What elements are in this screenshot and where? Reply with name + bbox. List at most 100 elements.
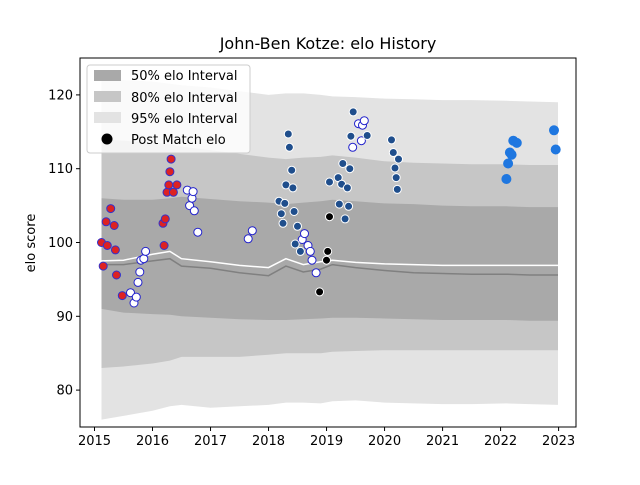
legend-swatch-95: [94, 112, 121, 123]
data-point-red-11: [159, 241, 169, 250]
data-point-white-17: [300, 229, 309, 239]
y-tick-label-100: 100: [48, 236, 73, 251]
data-point-white-21: [311, 268, 321, 278]
data-point-white-4: [135, 267, 145, 277]
legend-label-95: 95% elo Interval: [131, 112, 238, 127]
data-point-white-6: [139, 254, 149, 264]
data-point-white-14: [243, 234, 253, 244]
data-points: [97, 107, 561, 308]
data-point-navy-18: [340, 214, 350, 224]
legend-swatch-50: [94, 70, 121, 81]
data-point-navy-1: [276, 209, 286, 219]
data-point-white-3: [133, 277, 143, 287]
x-tick-label-2015: 2015: [78, 434, 111, 449]
x-tick-label-2019: 2019: [310, 434, 343, 449]
data-point-navy-20: [344, 201, 354, 211]
data-point-black-0: [315, 287, 325, 297]
legend: 50% elo Interval 80% elo Interval 95% el…: [86, 64, 251, 154]
data-point-red-1: [98, 261, 108, 271]
y-tick-label-90: 90: [56, 310, 73, 325]
y-axis-ticks: 80 90 100 110 120: [48, 88, 80, 399]
data-point-navy-15: [334, 199, 344, 209]
data-point-red-2: [101, 217, 111, 227]
data-point-white-19: [305, 246, 315, 256]
data-point-navy-30: [394, 154, 403, 164]
y-tick-label-120: 120: [48, 88, 73, 103]
x-tick-label-2023: 2023: [542, 434, 575, 449]
data-point-red-17: [172, 180, 182, 190]
data-point-navy-11: [293, 221, 302, 231]
data-point-navy-5: [283, 129, 293, 139]
x-tick-label-2021: 2021: [426, 434, 459, 449]
data-point-blue-6: [549, 125, 559, 136]
data-point-navy-3: [280, 198, 290, 208]
data-point-red-3: [102, 241, 112, 250]
legend-swatch-80: [94, 91, 121, 102]
data-point-navy-17: [338, 159, 348, 168]
data-point-navy-19: [342, 183, 352, 193]
data-point-blue-3: [506, 149, 517, 160]
data-point-red-6: [110, 245, 120, 255]
data-point-navy-10: [290, 239, 300, 249]
data-point-navy-23: [348, 107, 358, 117]
data-point-navy-26: [388, 148, 398, 157]
data-point-blue-5: [511, 137, 522, 148]
data-point-white-12: [189, 206, 199, 216]
x-tick-label-2022: 2022: [484, 434, 517, 449]
data-point-white-2: [131, 292, 141, 302]
data-point-red-8: [117, 291, 127, 301]
data-point-white-26: [356, 136, 366, 146]
x-tick-label-2016: 2016: [136, 434, 169, 449]
legend-label-post-match: Post Match elo: [131, 133, 226, 148]
data-point-navy-21: [345, 164, 355, 174]
data-point-white-25: [359, 116, 369, 126]
legend-label-80: 80% elo Interval: [131, 91, 238, 106]
data-point-white-11: [188, 187, 198, 197]
data-point-red-10: [160, 214, 170, 224]
data-point-navy-29: [392, 184, 402, 194]
median-line: [101, 257, 558, 277]
data-point-red-15: [166, 154, 176, 164]
data-point-white-13: [193, 227, 203, 237]
x-tick-label-2017: 2017: [194, 434, 227, 449]
data-point-black-1: [322, 255, 331, 265]
data-point-navy-27: [390, 163, 400, 173]
data-point-navy-7: [287, 165, 297, 175]
y-tick-label-110: 110: [48, 162, 73, 177]
data-point-navy-12: [295, 246, 305, 256]
x-tick-label-2020: 2020: [368, 434, 401, 449]
data-point-white-20: [307, 255, 317, 265]
data-point-blue-1: [503, 158, 514, 169]
data-point-navy-8: [288, 183, 298, 193]
x-tick-label-2018: 2018: [252, 434, 285, 449]
data-point-navy-2: [278, 218, 288, 228]
data-point-black-2: [323, 246, 333, 256]
y-axis-label: elo score: [24, 214, 39, 273]
data-point-white-7: [141, 246, 151, 256]
data-point-navy-24: [362, 131, 372, 140]
data-point-navy-9: [289, 207, 299, 216]
data-point-navy-13: [325, 177, 334, 187]
data-point-red-13: [164, 180, 174, 190]
data-point-navy-22: [346, 131, 356, 141]
chart-title: John-Ben Kotze: elo History: [219, 34, 437, 53]
legend-box: [86, 64, 251, 154]
data-point-black-3: [325, 212, 334, 222]
data-point-white-22: [348, 142, 358, 152]
legend-label-50: 50% elo Interval: [131, 69, 238, 84]
data-point-red-5: [109, 221, 119, 230]
data-point-white-15: [247, 226, 257, 236]
y-tick-label-80: 80: [56, 384, 73, 399]
data-point-red-16: [168, 187, 178, 197]
data-point-red-7: [112, 270, 121, 280]
data-point-navy-28: [391, 173, 401, 183]
data-point-navy-25: [387, 135, 396, 145]
data-point-blue-0: [501, 174, 512, 184]
data-point-blue-7: [550, 144, 561, 155]
data-point-navy-6: [284, 142, 294, 152]
data-point-red-14: [165, 167, 175, 177]
x-axis-ticks: 2015 2016 2017 2018 2019 2020 2021 2022 2023: [78, 427, 575, 449]
legend-marker-post-match: [101, 133, 113, 145]
